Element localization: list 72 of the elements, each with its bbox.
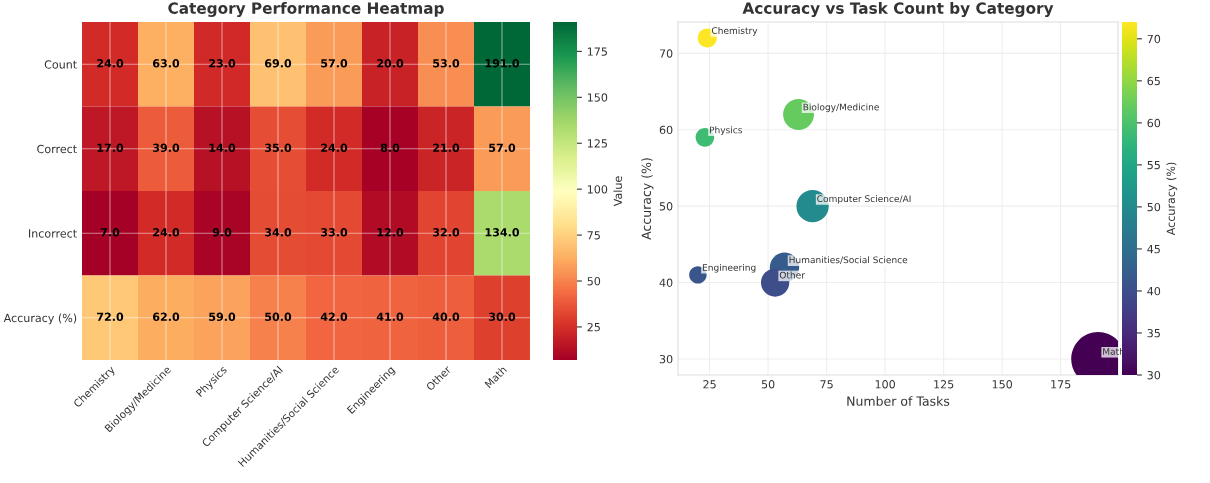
color-bar-label: 75: [587, 231, 600, 240]
x-tick-label: 100: [875, 380, 895, 389]
color-bar-label: 150: [587, 93, 608, 102]
y-tick-label: 60: [659, 125, 673, 135]
annotation: Computer Science/AI: [817, 195, 911, 204]
y-tick-label: 30: [659, 354, 673, 364]
color-bar-label: 70: [1147, 34, 1161, 44]
x-tick-label: 175: [1051, 380, 1071, 389]
color-bar-label: 25: [587, 322, 600, 332]
data-label: 41.0: [376, 312, 404, 321]
data-label: 39.0: [153, 143, 180, 152]
y-tick-label: Incorrect: [29, 229, 77, 238]
data-label: 32.0: [433, 228, 460, 237]
color-bar-label: 55: [1147, 161, 1160, 170]
color-bar-title: Value: [613, 176, 623, 207]
x-tick-label: 50: [761, 380, 775, 389]
color-bar-label: 45: [1147, 245, 1160, 254]
data-label: 42.0: [320, 312, 348, 321]
color-bar-label: 50: [587, 276, 601, 286]
chart-title: Category Performance Heatmap: [168, 2, 444, 17]
annotation: Engineering: [702, 263, 756, 273]
data-label: 34.0: [265, 228, 292, 237]
x-tick-label: 125: [934, 380, 954, 389]
color-bar-label: 30: [1147, 370, 1161, 380]
data-label: 63.0: [152, 59, 180, 68]
y-tick-label: Correct: [37, 144, 77, 154]
x-tick-label: 25: [703, 380, 716, 389]
data-label: 59.0: [209, 312, 236, 321]
x-tick-label: 150: [992, 380, 1013, 389]
color-bar-label: 60: [1147, 118, 1161, 128]
data-label: 40.0: [432, 312, 460, 321]
data-label: 69.0: [264, 59, 292, 68]
y-tick-label: Count: [44, 60, 77, 69]
y-tick-label: 40: [659, 278, 673, 287]
data-label: 23.0: [209, 59, 236, 68]
color-bar-label: 50: [1147, 202, 1161, 212]
x-tick-label: 75: [820, 380, 833, 389]
color-bar-label: 40: [1147, 286, 1161, 296]
annotation: Other: [779, 271, 805, 279]
data-label: 24.0: [97, 59, 124, 68]
annotation: Chemistry: [711, 27, 758, 36]
data-label: 20.0: [377, 59, 404, 68]
color-bar-label: 175: [587, 47, 607, 56]
data-label: 57.0: [489, 143, 516, 152]
data-label: 72.0: [97, 312, 124, 321]
color-bar-title: Accuracy (%): [1166, 162, 1178, 236]
data-label: 24.0: [153, 228, 180, 237]
color-bar-label: 35: [1147, 328, 1160, 338]
annotation: Physics: [709, 126, 743, 136]
data-label: 50.0: [265, 312, 292, 321]
x-axis-title: Number of Tasks: [847, 396, 950, 406]
annotation: Humanities/Social Science: [789, 256, 908, 264]
data-label: 12.0: [377, 228, 404, 237]
y-tick-label: Accuracy (%): [3, 313, 77, 325]
color-bar-label: 125: [587, 139, 607, 148]
data-label: 35.0: [265, 143, 292, 152]
data-label: 134.0: [485, 228, 520, 237]
data-label: 62.0: [152, 312, 180, 321]
data-label: 21.0: [433, 143, 460, 152]
data-label: 24.0: [321, 143, 348, 152]
data-label: 33.0: [321, 228, 348, 237]
data-label: 30.0: [489, 312, 516, 321]
chart-title: Accuracy vs Task Count by Category: [742, 2, 1054, 17]
color-bar-label: 100: [587, 185, 608, 194]
data-label: 57.0: [321, 59, 348, 68]
data-label: 14.0: [209, 143, 236, 152]
data-label: 17.0: [97, 143, 124, 152]
color-bar-label: 65: [1147, 76, 1160, 86]
data-label: 53.0: [433, 59, 460, 68]
y-tick-label: 70: [659, 49, 673, 58]
annotation: Biology/Medicine: [803, 103, 879, 113]
y-tick-label: 50: [659, 202, 673, 211]
